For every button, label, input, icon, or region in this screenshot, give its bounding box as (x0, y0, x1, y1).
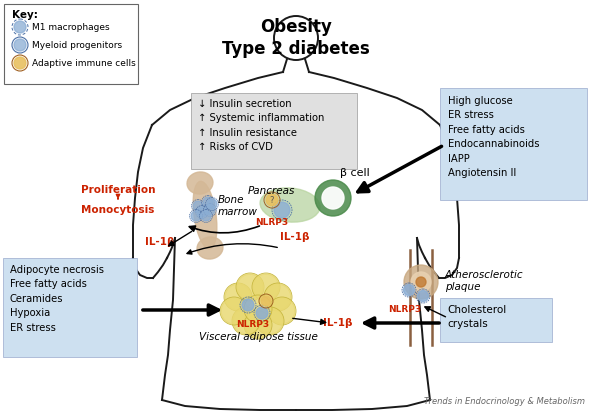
Circle shape (315, 180, 351, 216)
Text: NLRP3: NLRP3 (388, 305, 422, 314)
Text: IL-1β: IL-1β (280, 232, 310, 242)
Circle shape (201, 211, 211, 221)
Ellipse shape (187, 172, 213, 194)
Text: Key:: Key: (12, 10, 38, 20)
Text: β cell: β cell (340, 168, 370, 178)
Circle shape (14, 21, 26, 33)
Circle shape (237, 274, 263, 300)
Text: Obesity
Type 2 diabetes: Obesity Type 2 diabetes (222, 18, 370, 58)
Circle shape (193, 201, 203, 211)
Circle shape (221, 298, 247, 324)
Circle shape (245, 312, 271, 338)
Circle shape (261, 296, 271, 306)
Circle shape (191, 211, 201, 221)
Circle shape (403, 285, 415, 295)
Text: Visceral adipose tissue: Visceral adipose tissue (199, 332, 317, 342)
FancyBboxPatch shape (440, 298, 552, 342)
FancyBboxPatch shape (191, 93, 357, 169)
Text: Pancreas: Pancreas (248, 186, 295, 196)
Circle shape (257, 308, 283, 334)
Text: NLRP3: NLRP3 (237, 320, 270, 329)
Text: ?: ? (270, 196, 274, 204)
Ellipse shape (197, 237, 223, 259)
Circle shape (404, 265, 438, 299)
Circle shape (274, 202, 290, 218)
Circle shape (253, 274, 279, 300)
Text: Monocytosis: Monocytosis (81, 205, 155, 215)
Text: Adipocyte necrosis
Free fatty acids
Ceramides
Hypoxia
ER stress: Adipocyte necrosis Free fatty acids Cera… (10, 265, 104, 332)
Text: IL-1β: IL-1β (323, 318, 353, 328)
Circle shape (417, 290, 429, 302)
Circle shape (14, 39, 26, 51)
Text: Proliferation: Proliferation (81, 185, 155, 195)
Text: Myeloid progenitors: Myeloid progenitors (32, 40, 122, 49)
Text: NLRP3: NLRP3 (256, 218, 289, 227)
Circle shape (416, 277, 426, 287)
Circle shape (225, 284, 251, 310)
Circle shape (256, 307, 268, 319)
Circle shape (207, 199, 217, 209)
Circle shape (14, 57, 26, 69)
Text: Adaptive immune cells: Adaptive immune cells (32, 59, 136, 68)
Ellipse shape (260, 188, 320, 222)
Circle shape (269, 298, 295, 324)
Circle shape (242, 299, 254, 311)
Text: Trends in Endocrinology & Metabolism: Trends in Endocrinology & Metabolism (424, 397, 585, 406)
Circle shape (197, 207, 207, 217)
FancyBboxPatch shape (440, 88, 587, 200)
Circle shape (266, 194, 278, 206)
Circle shape (205, 205, 215, 215)
Circle shape (411, 272, 431, 292)
Text: High glucose
ER stress
Free fatty acids
Endocannabinoids
IAPP
Angiotensin II: High glucose ER stress Free fatty acids … (448, 96, 540, 178)
Text: Atherosclerotic
plaque: Atherosclerotic plaque (445, 270, 524, 293)
Circle shape (233, 308, 259, 334)
Text: M1 macrophages: M1 macrophages (32, 23, 110, 31)
Circle shape (245, 296, 271, 322)
Text: Cholesterol
crystals: Cholesterol crystals (447, 305, 506, 329)
FancyBboxPatch shape (4, 4, 138, 84)
Text: ↓ Insulin secretion
↑ Systemic inflammation
↑ Insulin resistance
↑ Risks of CVD: ↓ Insulin secretion ↑ Systemic inflammat… (198, 99, 324, 152)
Ellipse shape (193, 181, 217, 249)
Circle shape (265, 284, 291, 310)
Text: Bone
marrow: Bone marrow (218, 195, 258, 218)
Text: IL-1β: IL-1β (145, 237, 175, 247)
Circle shape (203, 197, 213, 207)
FancyBboxPatch shape (3, 258, 137, 357)
Circle shape (322, 187, 344, 209)
